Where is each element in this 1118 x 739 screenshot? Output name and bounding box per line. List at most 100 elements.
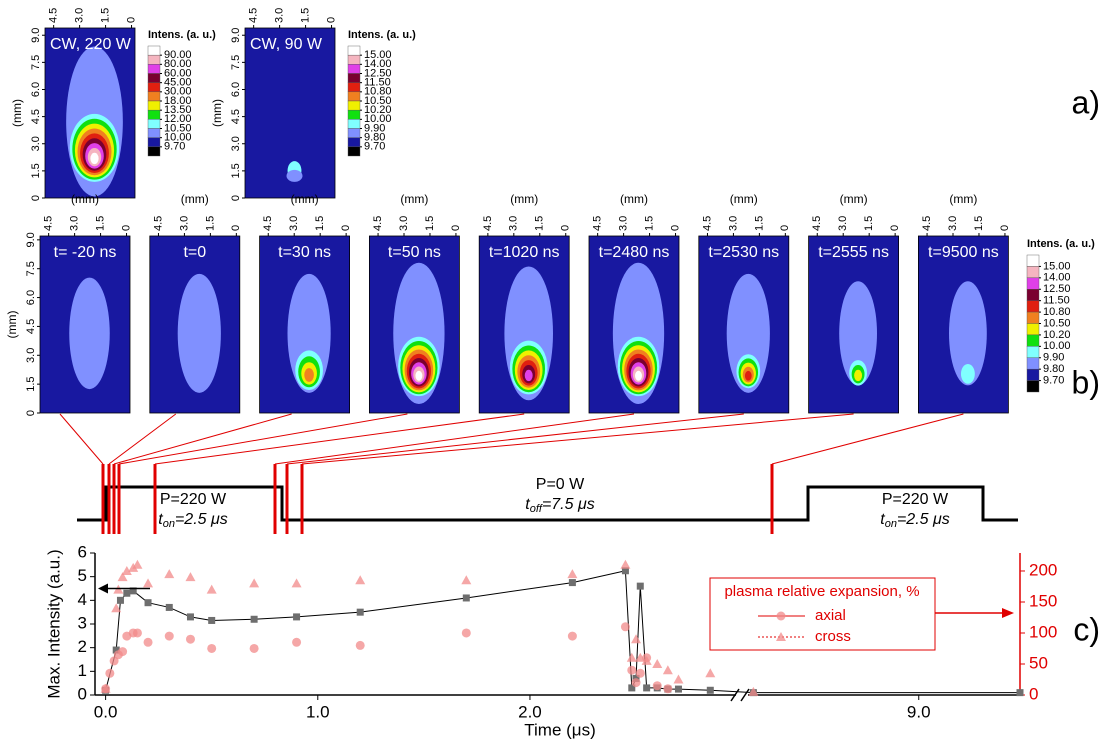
y-tick-label: 9.0 xyxy=(230,28,242,43)
point xyxy=(206,584,217,594)
x-tick-label: 0 xyxy=(340,225,352,231)
y-tick-label: 6.0 xyxy=(230,82,242,97)
y-tick-label: 5 xyxy=(78,566,87,585)
connector xyxy=(286,413,744,465)
point xyxy=(461,628,471,638)
image-title: t=2555 ns xyxy=(818,244,889,261)
plume xyxy=(839,281,877,386)
x-axis-label: (mm) xyxy=(400,192,428,206)
colorbar-tick-label: 15.00 xyxy=(364,49,392,61)
x-tick-label: 1.0 xyxy=(306,702,330,721)
y-tick-label: 6 xyxy=(78,542,87,561)
colorbar-box xyxy=(1026,334,1040,347)
x-tick-label: 1.5 xyxy=(643,216,655,231)
point xyxy=(620,559,631,569)
contour xyxy=(524,369,533,382)
image-frame xyxy=(918,235,1009,414)
colorbar-tick-label: 11.50 xyxy=(364,77,391,89)
point xyxy=(132,628,142,638)
y-tick-label: 3.0 xyxy=(25,348,37,363)
x-tick-label: 0 xyxy=(669,225,681,231)
y-tick-label: 4.5 xyxy=(230,109,242,124)
y-tick-label: 1.5 xyxy=(25,376,37,391)
axis-break xyxy=(730,688,740,702)
colorbar-title: Intens. (a. u.) xyxy=(148,29,216,41)
colorbar-box xyxy=(147,64,161,74)
point xyxy=(100,683,111,693)
colorbar-tick-label: 10.80 xyxy=(364,86,392,98)
x-axis-label: (mm) xyxy=(620,192,648,206)
y-tick-label: 9.0 xyxy=(25,232,37,247)
colorbar-box xyxy=(1026,368,1040,381)
point xyxy=(621,567,629,575)
image-title: t=2480 ns xyxy=(599,244,670,261)
point xyxy=(620,622,630,632)
x-tick-label: 4.5 xyxy=(262,216,274,231)
colorbar-box xyxy=(1026,346,1040,358)
image-title: CW, 220 W xyxy=(50,36,132,53)
colorbar-tick-label: 90.00 xyxy=(164,49,192,61)
x-tick-label: 1.5 xyxy=(424,216,436,231)
point xyxy=(105,668,115,678)
pulse-duration: toff=7.5 μs xyxy=(525,496,594,515)
point xyxy=(112,646,120,654)
colorbar-box xyxy=(1026,289,1040,301)
duration-sub: on xyxy=(885,518,897,530)
connector xyxy=(771,413,964,465)
x-tick-label: 4.5 xyxy=(701,216,713,231)
point xyxy=(643,684,651,692)
colorbar-box xyxy=(347,128,361,138)
x-tick-label: 3.0 xyxy=(178,216,190,231)
colorbar-box xyxy=(147,119,161,129)
contour xyxy=(415,370,423,381)
x-tick-label: 4.5 xyxy=(592,216,604,231)
x-axis-label: (mm) xyxy=(181,192,209,206)
duration-value: =2.5 μs xyxy=(897,511,950,528)
x-tick-label: 3.0 xyxy=(727,216,739,231)
point xyxy=(293,613,301,621)
x-tick-label: 0 xyxy=(325,17,337,23)
image-title: t=2530 ns xyxy=(708,244,779,261)
colorbar-box xyxy=(147,54,161,65)
point xyxy=(628,684,636,692)
colorbar-box xyxy=(347,109,361,120)
legend-label: axial xyxy=(815,607,846,624)
connector xyxy=(154,413,525,465)
legend-title: plasma relative expansion, % xyxy=(724,583,919,600)
y-tick-label: 2 xyxy=(78,637,87,656)
point xyxy=(652,658,663,668)
colorbar-box xyxy=(1026,357,1040,370)
colorbar-box xyxy=(347,119,361,129)
point xyxy=(292,637,302,647)
y-tick-label: 9.0 xyxy=(30,28,42,43)
x-tick-label: 3.0 xyxy=(288,216,300,231)
point xyxy=(117,572,128,582)
x-tick-label: 4.5 xyxy=(921,216,933,231)
y-tick-label: 7.5 xyxy=(230,55,242,70)
x-tick-label: 0 xyxy=(560,225,572,231)
point xyxy=(121,565,132,575)
contour xyxy=(744,370,752,381)
x-axis-label: (mm) xyxy=(840,192,868,206)
point xyxy=(185,634,195,644)
x-tick-label: 3.0 xyxy=(947,216,959,231)
point xyxy=(673,674,684,684)
colorbar-tick-label: 11.50 xyxy=(1043,295,1070,307)
y-tick-label: 3 xyxy=(78,613,87,632)
connector xyxy=(301,413,854,465)
colorbar-box xyxy=(347,73,361,83)
colorbar-tick-label: 9.80 xyxy=(1043,363,1064,375)
y2-tick-label: 0 xyxy=(1029,684,1038,703)
point xyxy=(631,634,642,644)
colorbar-box xyxy=(1026,254,1040,267)
x-tick-label: 1.5 xyxy=(99,8,111,23)
image-frame xyxy=(39,235,131,414)
connector xyxy=(118,413,408,465)
y-axis-label: (mm) xyxy=(5,311,19,339)
colorbar-tick-label: 10.00 xyxy=(1043,340,1071,352)
point xyxy=(164,569,175,579)
x-tick-label: 4.5 xyxy=(482,216,494,231)
x-tick-label: 3.0 xyxy=(618,216,630,231)
point xyxy=(635,668,645,678)
